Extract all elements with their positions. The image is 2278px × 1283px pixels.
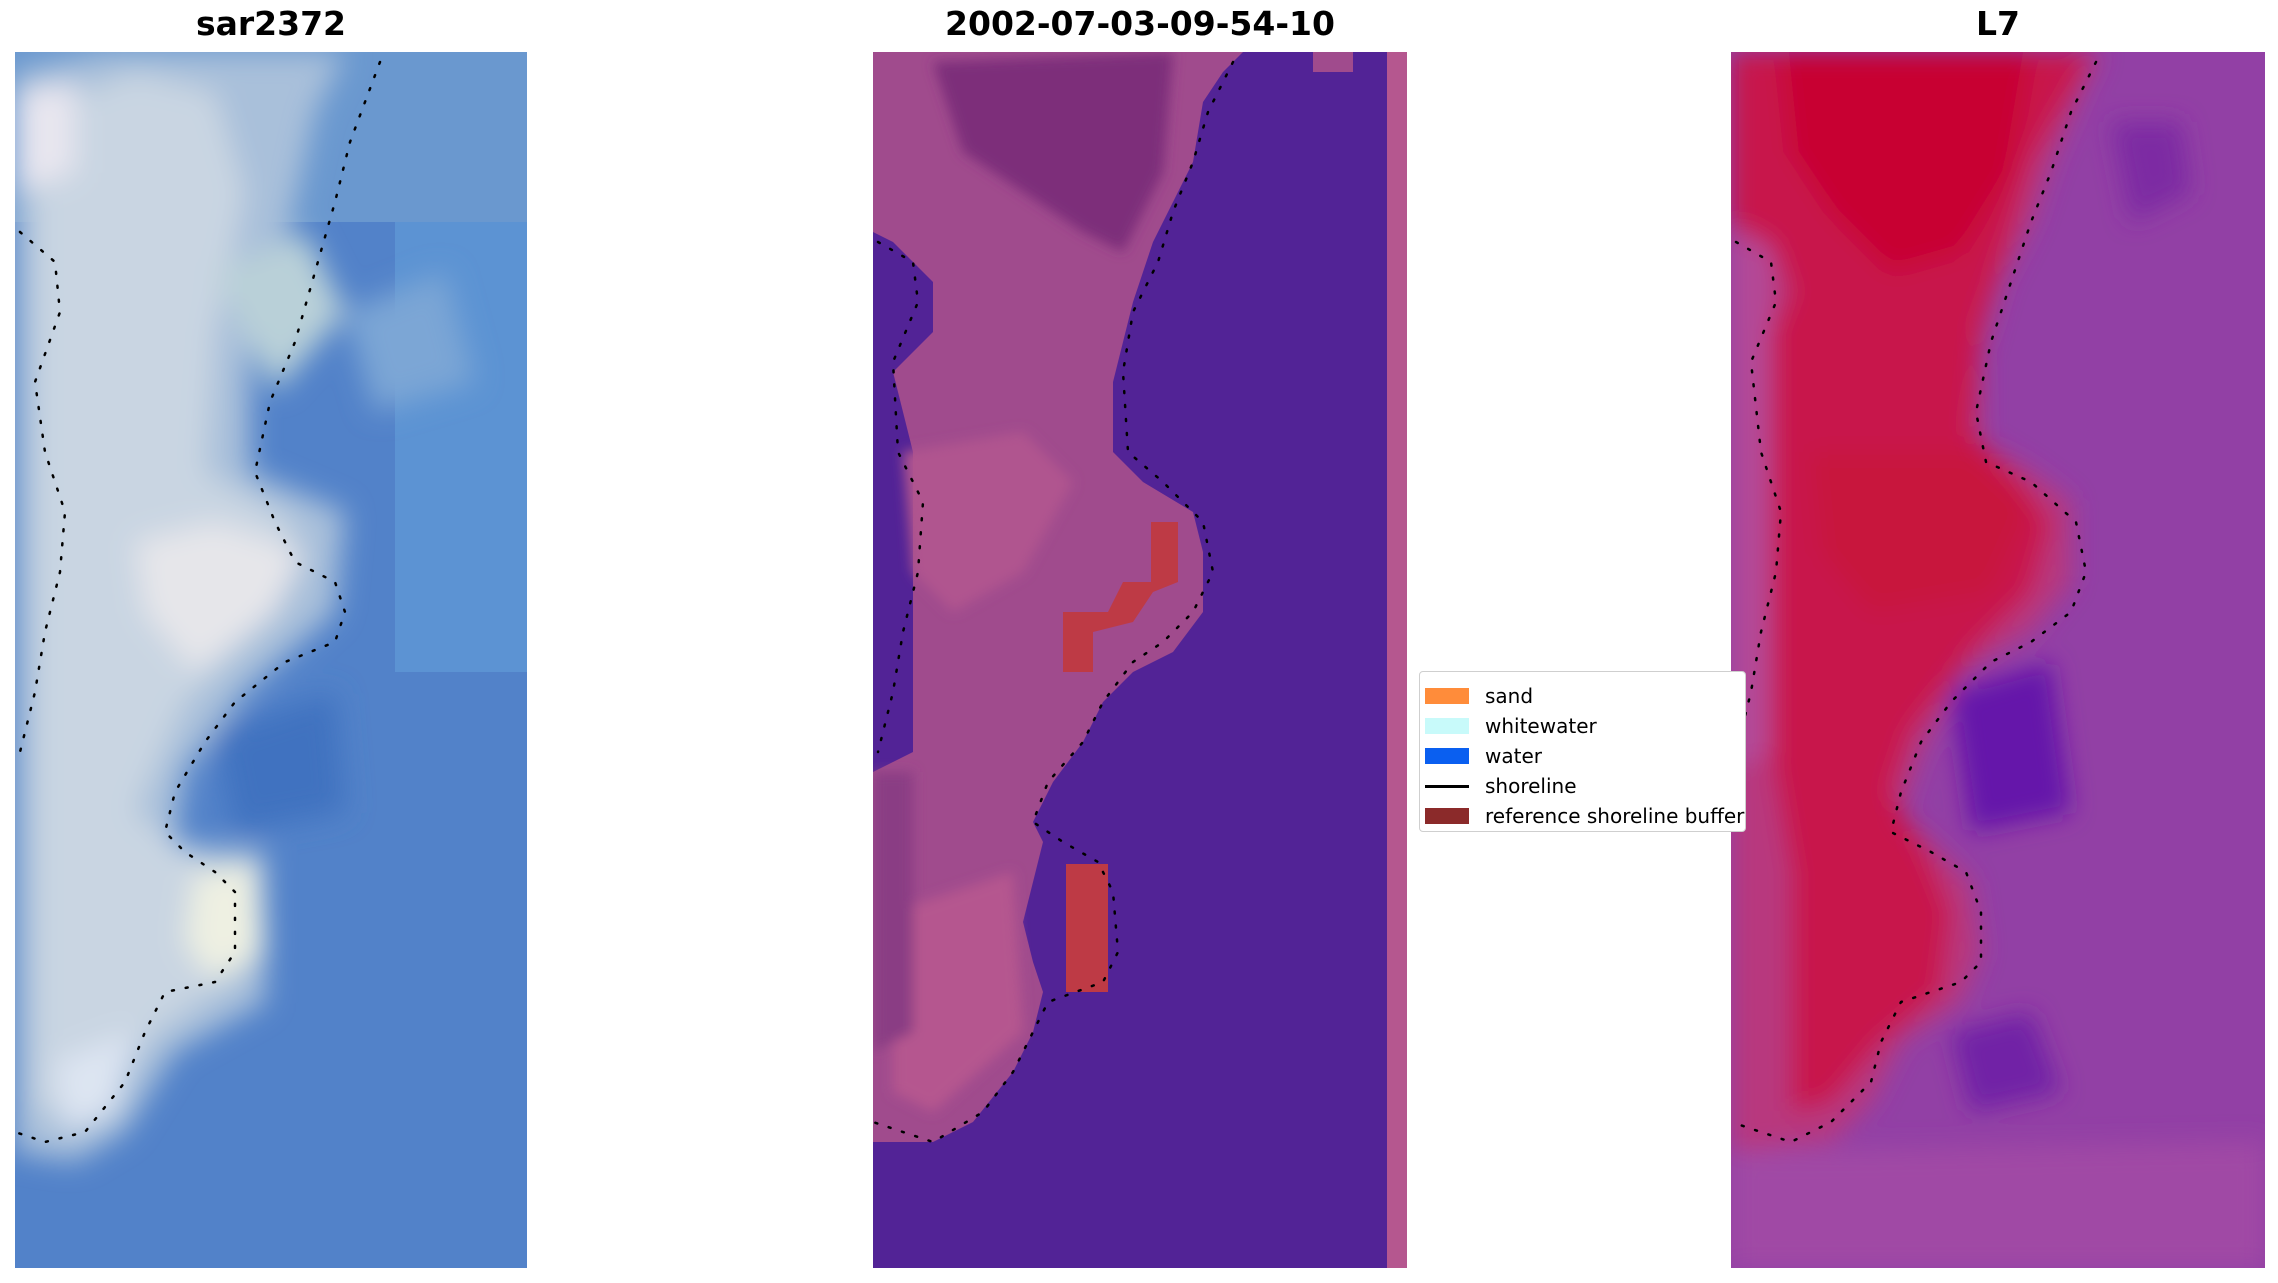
legend-item-whitewater: whitewater: [1425, 712, 1597, 740]
panel-title-left: sar2372: [195, 4, 347, 43]
rgb-satellite-image: [15, 52, 527, 1268]
legend-item-shoreline: shoreline: [1425, 772, 1577, 800]
sand-class-region: [873, 52, 1243, 1142]
legend-item-water: water: [1425, 742, 1542, 770]
rgb-image-panel: [15, 52, 527, 1268]
water-swatch: [1425, 748, 1469, 764]
shoreline-dots-right: [1731, 60, 2098, 1144]
legend-overlap-mask: [1731, 671, 1732, 672]
legend-item-sand: sand: [1425, 682, 1533, 710]
legend-item-reference-shoreline-buffer: reference shoreline buffer: [1425, 802, 1744, 830]
shoreline-swatch: [1425, 784, 1469, 788]
reference-buffer-region: [1063, 522, 1178, 672]
legend-label: reference shoreline buffer: [1485, 804, 1745, 828]
sand-swatch: [1425, 688, 1469, 704]
panel-title-right: L7: [1976, 4, 2020, 43]
legend-label: shoreline: [1485, 774, 1577, 798]
probability-image-panel: [1731, 52, 2265, 1268]
panel-title-middle: 2002-07-03-09-54-10: [945, 4, 1335, 43]
reference-buffer-region-lower: [1066, 864, 1108, 992]
legend: sand whitewater water shoreline referenc…: [1419, 671, 1746, 832]
classified-image-panel: [873, 52, 1407, 1268]
whitewater-swatch: [1425, 718, 1469, 734]
shoreline-dots-left: [15, 60, 382, 1144]
shoreline-dots-middle: [873, 60, 1235, 1144]
legend-label: water: [1485, 744, 1542, 768]
reference-buffer-swatch: [1425, 808, 1469, 824]
legend-label: sand: [1485, 684, 1534, 708]
classified-image: [873, 52, 1407, 1268]
probability-image: [1731, 52, 2265, 1268]
legend-label: whitewater: [1485, 714, 1597, 738]
